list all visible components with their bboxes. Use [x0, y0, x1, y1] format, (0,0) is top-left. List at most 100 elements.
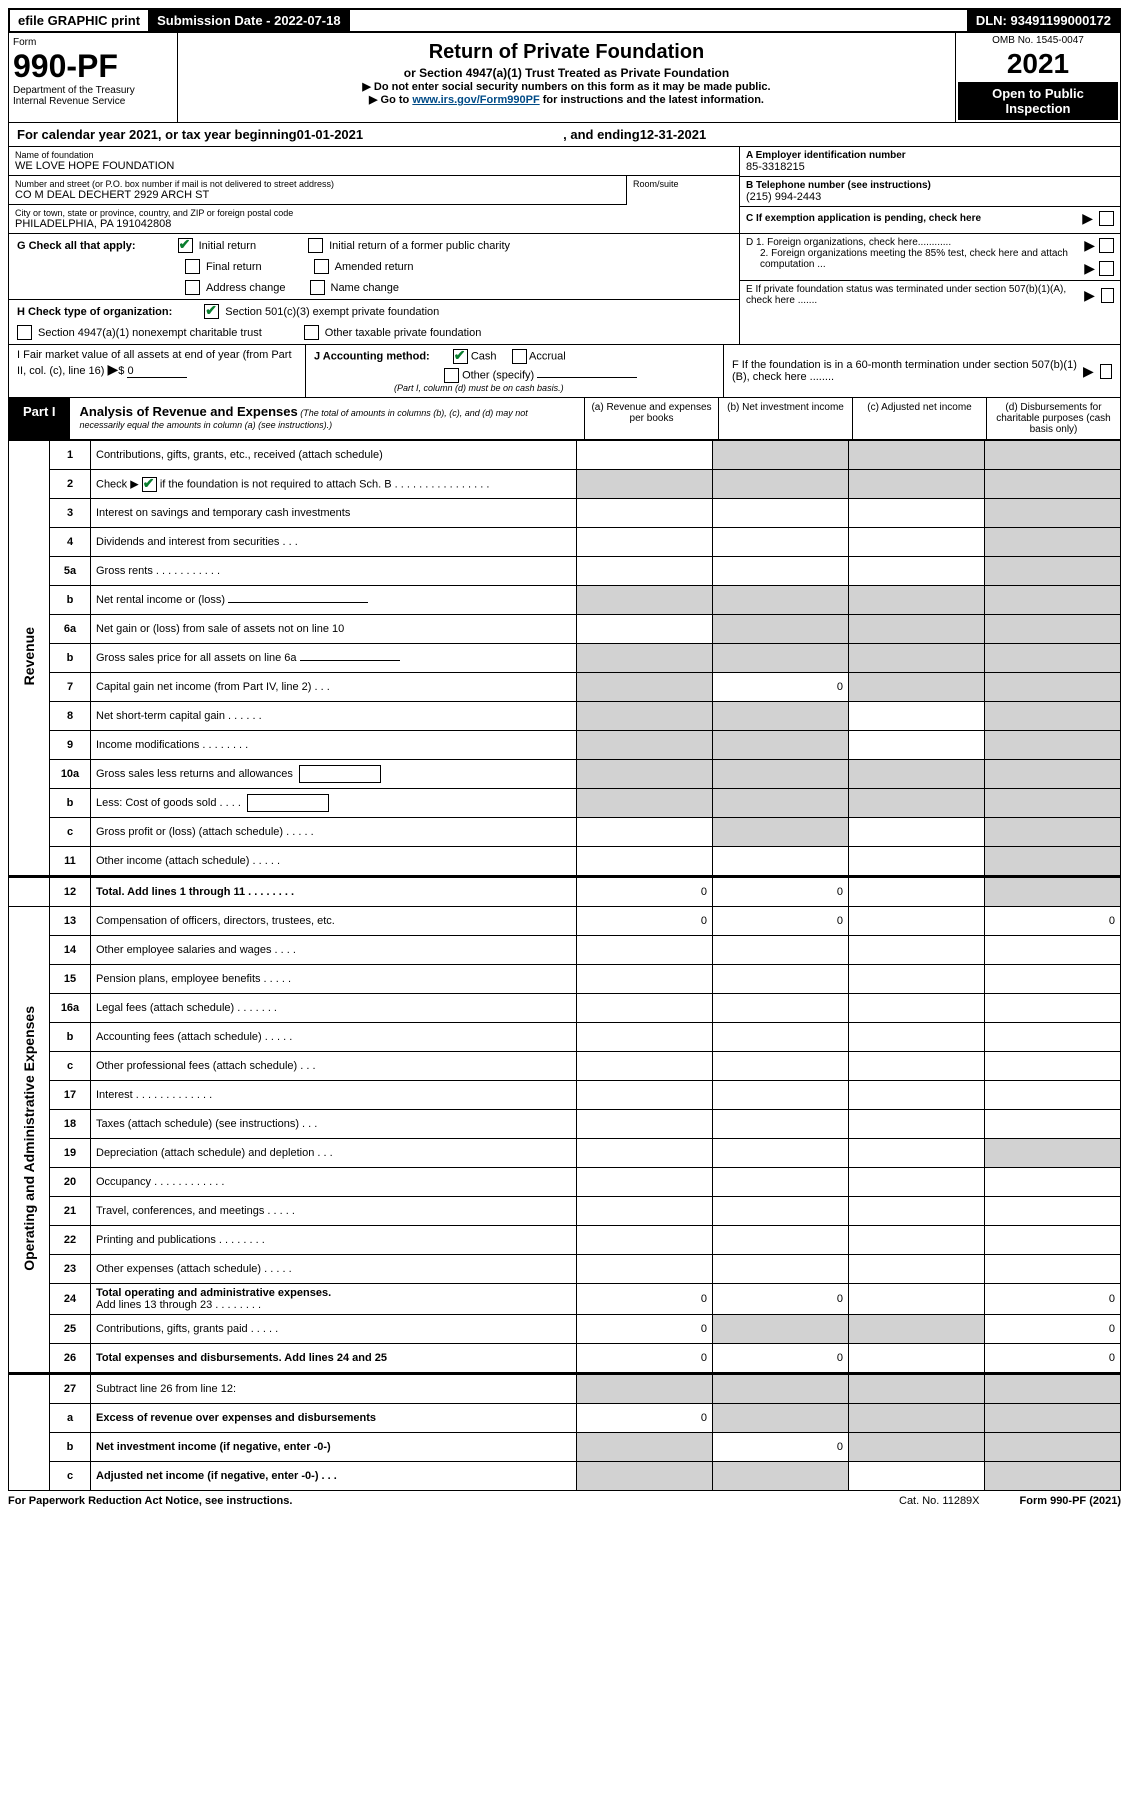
line-13-b: 0: [713, 907, 849, 936]
line-10b: Less: Cost of goods sold . . . .: [96, 797, 241, 809]
form-label: Form: [13, 37, 173, 48]
col-d-header: (d) Disbursements for charitable purpose…: [986, 398, 1120, 439]
ein-label: A Employer identification number: [746, 150, 1114, 161]
4947-checkbox[interactable]: [17, 325, 32, 340]
line-12-b: 0: [713, 877, 849, 907]
501c3-checkbox[interactable]: [204, 304, 219, 319]
line-5b: Net rental income or (loss): [96, 594, 225, 606]
other-method-checkbox[interactable]: [444, 368, 459, 383]
address-change-checkbox[interactable]: [185, 280, 200, 295]
other-taxable-checkbox[interactable]: [304, 325, 319, 340]
foundation-name: WE LOVE HOPE FOUNDATION: [15, 160, 733, 172]
cal-pre: For calendar year 2021, or tax year begi…: [17, 127, 297, 142]
phone: (215) 994-2443: [746, 191, 1114, 203]
h-label: H Check type of organization:: [17, 306, 172, 318]
form-title: Return of Private Foundation: [184, 41, 949, 64]
line-19: Depreciation (attach schedule) and deple…: [91, 1139, 577, 1168]
initial-return-checkbox[interactable]: [178, 238, 193, 253]
line-24-b: 0: [713, 1284, 849, 1315]
dept-treasury: Department of the Treasury: [13, 85, 173, 96]
line-26-b: 0: [713, 1344, 849, 1374]
line-26-a: 0: [577, 1344, 713, 1374]
f-checkbox[interactable]: [1100, 364, 1112, 379]
line-27a: Excess of revenue over expenses and disb…: [96, 1412, 376, 1424]
goto-pre: ▶ Go to: [369, 94, 412, 106]
line-7-b: 0: [713, 673, 849, 702]
form-subtitle: or Section 4947(a)(1) Trust Treated as P…: [184, 66, 949, 80]
part1-title: Analysis of Revenue and Expenses: [80, 404, 298, 419]
phone-label: B Telephone number (see instructions): [746, 180, 1114, 191]
f-label: F If the foundation is in a 60-month ter…: [732, 359, 1083, 383]
room-label: Room/suite: [627, 176, 739, 205]
paperwork-notice: For Paperwork Reduction Act Notice, see …: [8, 1495, 292, 1507]
omb-number: OMB No. 1545-0047: [958, 35, 1118, 46]
exemption-label: C If exemption application is pending, c…: [746, 213, 981, 224]
line-8: Net short-term capital gain . . . . . .: [91, 702, 577, 731]
form-number: 990-PF: [13, 48, 173, 85]
line-22: Printing and publications . . . . . . . …: [91, 1226, 577, 1255]
e-checkbox[interactable]: [1101, 288, 1114, 303]
line-3: Interest on savings and temporary cash i…: [91, 499, 577, 528]
accrual-label: Accrual: [529, 350, 566, 362]
name-change-checkbox[interactable]: [310, 280, 325, 295]
line-15: Pension plans, employee benefits . . . .…: [91, 965, 577, 994]
initial-former-checkbox[interactable]: [308, 238, 323, 253]
line-2-pre: Check ▶: [96, 478, 139, 490]
col-c-header: (c) Adjusted net income: [852, 398, 986, 439]
ein: 85-3318215: [746, 161, 1114, 173]
line-16a: Legal fees (attach schedule) . . . . . .…: [91, 994, 577, 1023]
g-label: G Check all that apply:: [17, 240, 136, 252]
line-24-d: 0: [985, 1284, 1121, 1315]
form-footer: Form 990-PF (2021): [1020, 1495, 1121, 1507]
line-1: Contributions, gifts, grants, etc., rece…: [91, 441, 577, 470]
expenses-section-label: Operating and Administrative Expenses: [21, 1006, 37, 1271]
accrual-checkbox[interactable]: [512, 349, 527, 364]
cash-checkbox[interactable]: [453, 349, 468, 364]
col-b-header: (b) Net investment income: [718, 398, 852, 439]
line-12-a: 0: [577, 877, 713, 907]
cal-end: 12-31-2021: [640, 127, 707, 142]
name-change-label: Name change: [331, 282, 400, 294]
final-return-checkbox[interactable]: [185, 259, 200, 274]
submission-date: Submission Date - 2022-07-18: [149, 10, 350, 31]
efile-print-button[interactable]: efile GRAPHIC print: [10, 10, 149, 31]
top-bar: efile GRAPHIC print Submission Date - 20…: [8, 8, 1121, 33]
line-27a-a: 0: [577, 1404, 713, 1433]
j-label: J Accounting method:: [314, 350, 430, 362]
arrow-icon: ▶: [1084, 260, 1095, 277]
line-16b: Accounting fees (attach schedule) . . . …: [91, 1023, 577, 1052]
d2-checkbox[interactable]: [1099, 261, 1114, 276]
arrow-icon: ▶: [1082, 210, 1093, 227]
line-21: Travel, conferences, and meetings . . . …: [91, 1197, 577, 1226]
tax-year: 2021: [958, 48, 1118, 80]
exemption-checkbox[interactable]: [1099, 211, 1114, 226]
revenue-section-label: Revenue: [21, 627, 37, 685]
line-10a: Gross sales less returns and allowances: [96, 768, 293, 780]
irs-link[interactable]: www.irs.gov/Form990PF: [412, 94, 539, 106]
line-5a: Gross rents . . . . . . . . . . .: [91, 557, 577, 586]
ssn-warning: ▶ Do not enter social security numbers o…: [184, 80, 949, 93]
line-7: Capital gain net income (from Part IV, l…: [91, 673, 577, 702]
schb-checkbox[interactable]: [142, 477, 157, 492]
line-6b-input[interactable]: [300, 660, 400, 661]
other-specify-input[interactable]: [537, 377, 637, 378]
initial-former-label: Initial return of a former public charit…: [329, 240, 510, 252]
d1-checkbox[interactable]: [1099, 238, 1114, 253]
col-a-header: (a) Revenue and expenses per books: [584, 398, 718, 439]
line-24-a: 0: [577, 1284, 713, 1315]
line-10b-input[interactable]: [247, 794, 329, 812]
line-10a-input[interactable]: [299, 765, 381, 783]
cat-number: Cat. No. 11289X: [899, 1495, 980, 1507]
line-5b-input[interactable]: [228, 602, 368, 603]
cal-begin: 01-01-2021: [297, 127, 364, 142]
address-change-label: Address change: [206, 282, 286, 294]
final-return-label: Final return: [206, 261, 262, 273]
amended-return-checkbox[interactable]: [314, 259, 329, 274]
other-taxable-label: Other taxable private foundation: [325, 327, 482, 339]
part1-tab: Part I: [9, 398, 70, 439]
arrow-icon: ▶: [107, 361, 118, 377]
4947-label: Section 4947(a)(1) nonexempt charitable …: [38, 327, 262, 339]
arrow-icon: ▶: [1083, 363, 1094, 380]
arrow-icon: ▶: [1084, 237, 1095, 254]
address: CO M DEAL DECHERT 2929 ARCH ST: [15, 189, 620, 201]
